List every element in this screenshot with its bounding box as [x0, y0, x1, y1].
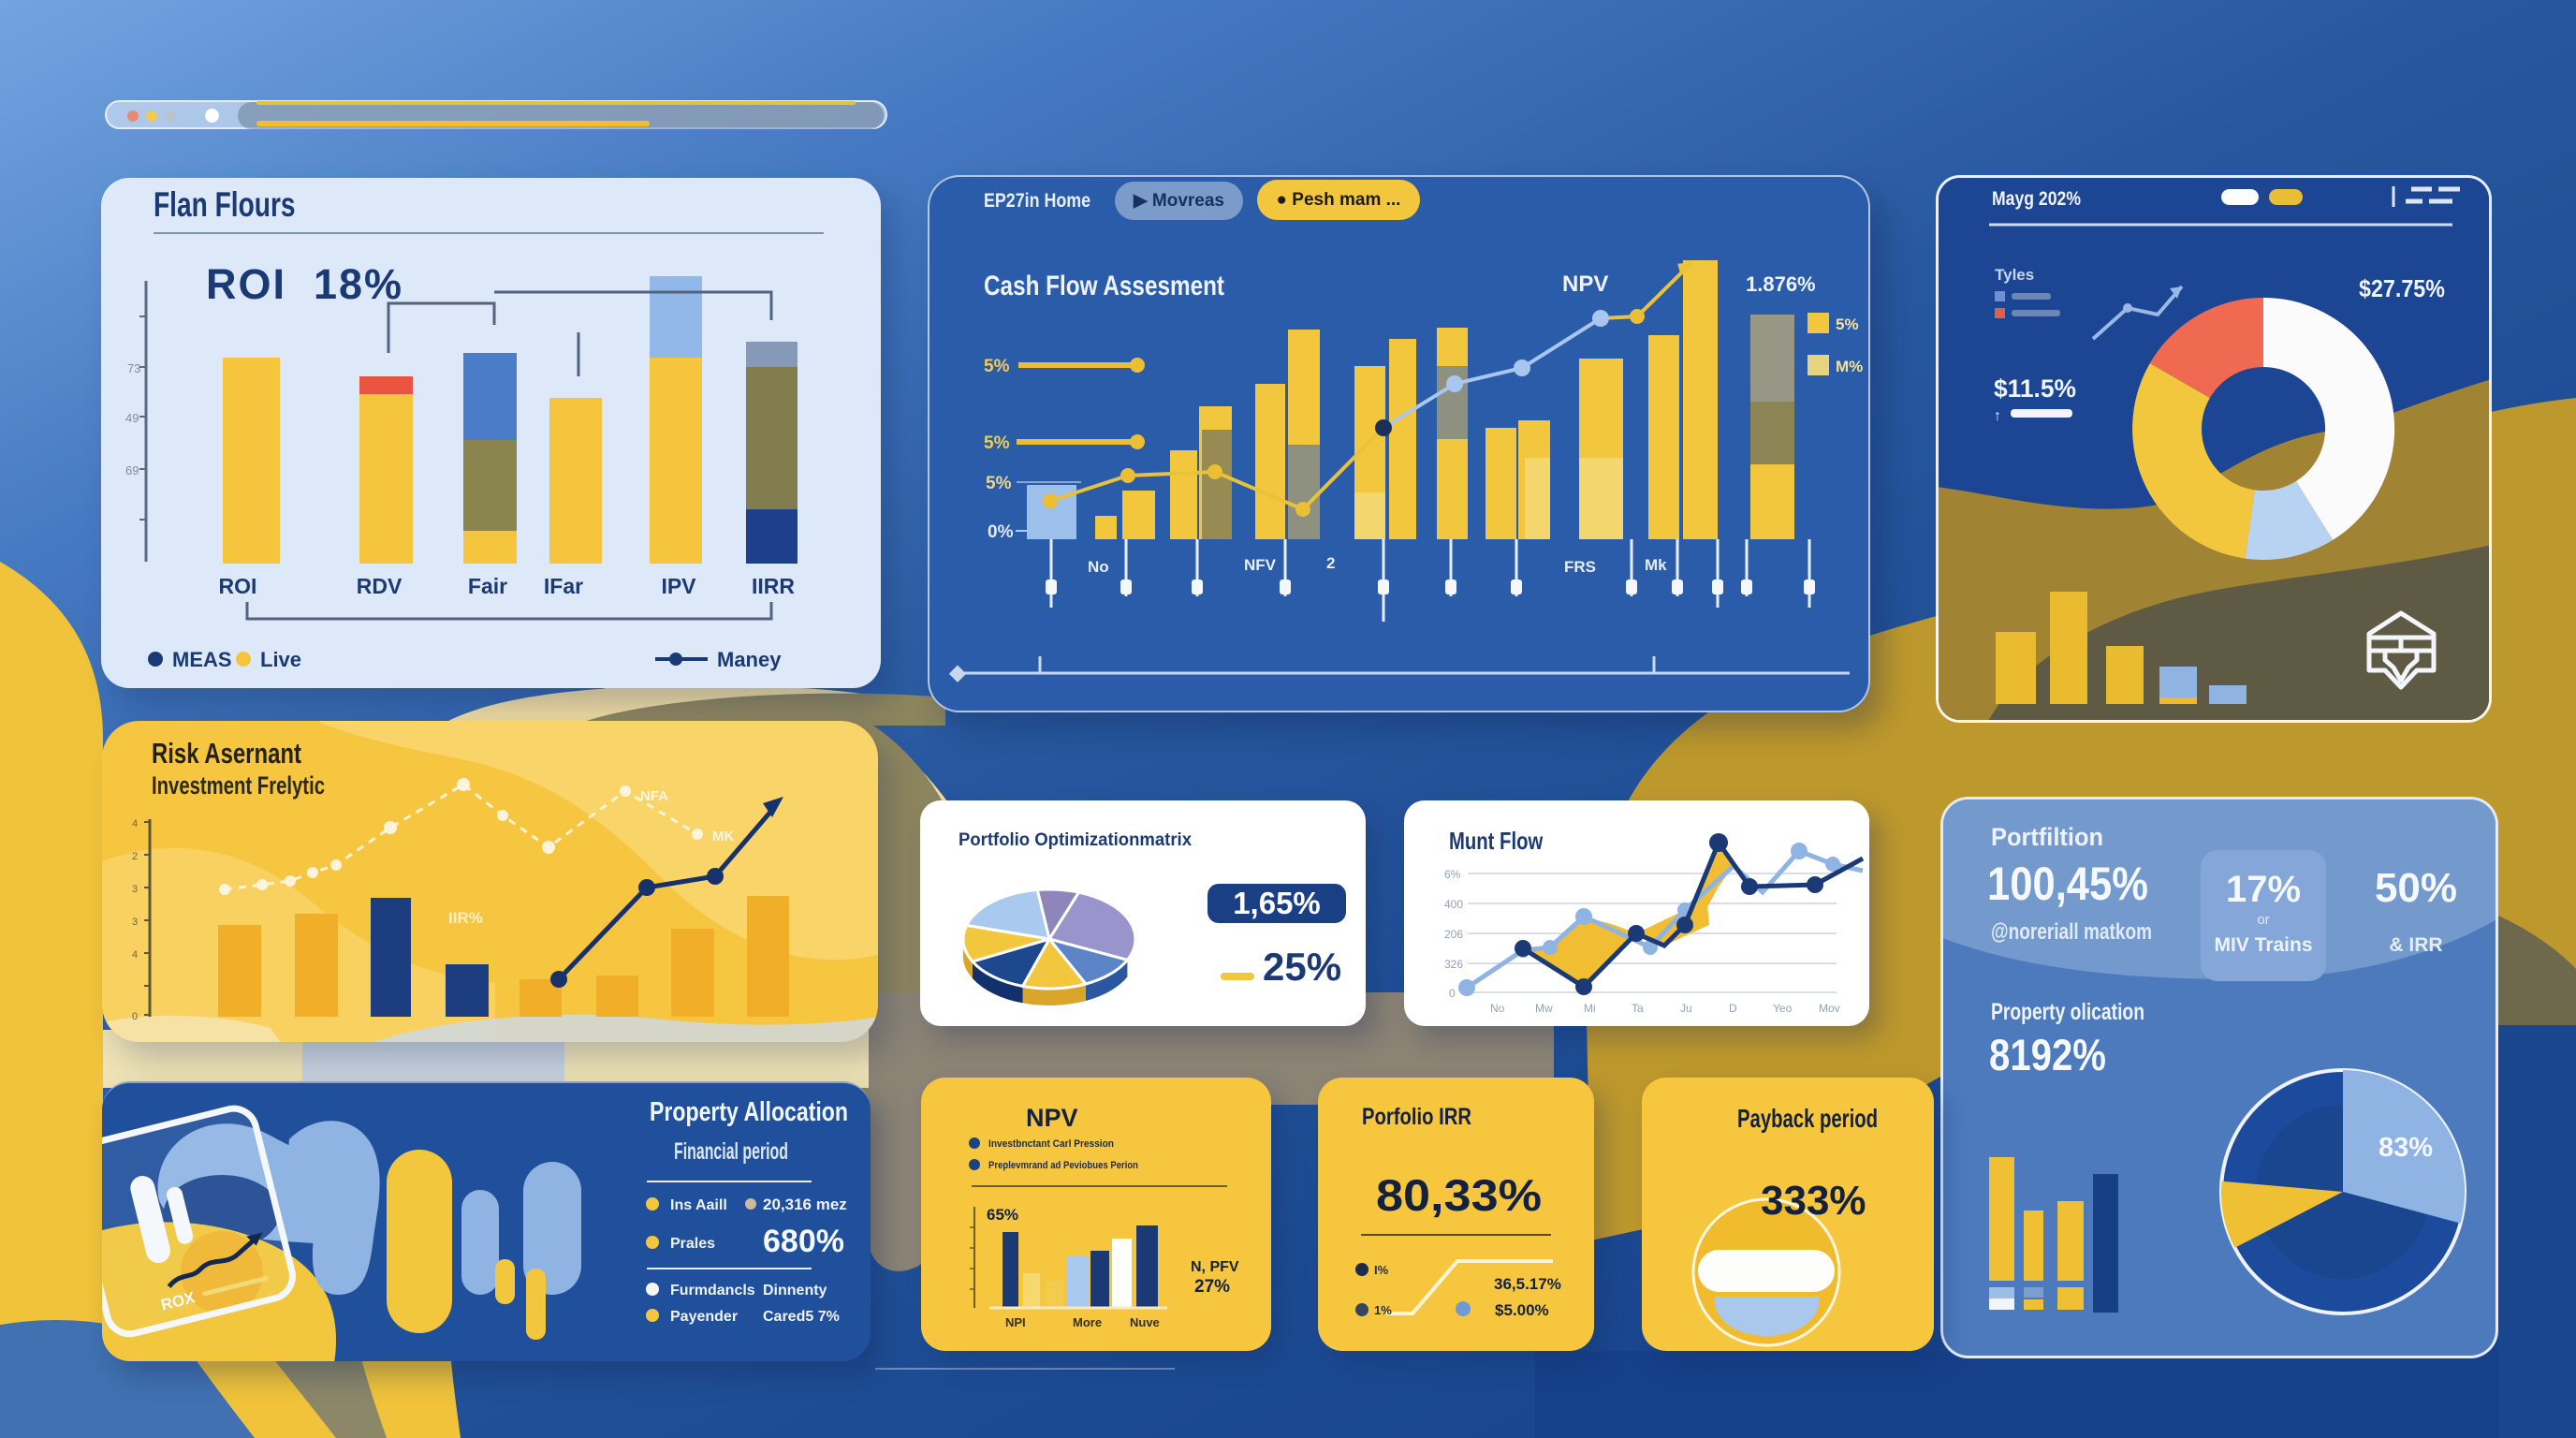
svg-text:Payender: Payender — [670, 1309, 738, 1325]
svg-text:& IRR: & IRR — [2389, 934, 2442, 956]
svg-text:Prales: Prales — [670, 1236, 715, 1252]
svg-text:69: 69 — [125, 463, 139, 477]
svg-text:25%: 25% — [1263, 945, 1341, 989]
svg-text:ROX: ROX — [159, 1288, 198, 1314]
svg-text:27%: 27% — [1194, 1277, 1230, 1297]
svg-text:Risk Asernant: Risk Asernant — [152, 737, 301, 770]
svg-text:400: 400 — [1444, 898, 1463, 911]
svg-text:83%: 83% — [2378, 1133, 2433, 1163]
svg-text:↑: ↑ — [1994, 408, 2001, 424]
svg-text:IIRR: IIRR — [752, 574, 795, 598]
svg-text:NPV: NPV — [1026, 1104, 1078, 1132]
svg-text:NFA: NFA — [640, 788, 668, 804]
svg-text:Ju: Ju — [1680, 1002, 1692, 1015]
svg-text:Investment Frelytic: Investment Frelytic — [152, 771, 325, 800]
svg-text:N, PFV: N, PFV — [1191, 1259, 1239, 1275]
svg-text:80,33%: 80,33% — [1376, 1170, 1542, 1220]
svg-text:MEAS: MEAS — [172, 648, 232, 671]
svg-text:2: 2 — [1326, 554, 1335, 572]
svg-text:Furmdancls: Furmdancls — [670, 1283, 755, 1299]
svg-text:4: 4 — [132, 818, 138, 829]
svg-text:Payback period: Payback period — [1737, 1104, 1878, 1133]
svg-text:1%: 1% — [1374, 1303, 1392, 1317]
svg-text:36,5.17%: 36,5.17% — [1494, 1275, 1561, 1293]
svg-text:5%: 5% — [986, 474, 1012, 493]
svg-text:6%: 6% — [1444, 868, 1461, 881]
svg-text:ROI: ROI — [219, 574, 257, 598]
svg-text:5%: 5% — [984, 433, 1010, 453]
svg-text:Cared5 7%: Cared5 7% — [763, 1309, 840, 1325]
svg-text:Preplevmrand ad Peviobues Peri: Preplevmrand ad Peviobues Perion — [988, 1160, 1138, 1171]
svg-text:49: 49 — [125, 411, 139, 425]
svg-text:0%: 0% — [988, 522, 1014, 542]
svg-text:680%: 680% — [763, 1224, 844, 1259]
svg-text:$11.5%: $11.5% — [1994, 374, 2076, 403]
svg-text:5%: 5% — [1836, 315, 1859, 333]
svg-text:Maney: Maney — [717, 648, 782, 671]
svg-text:IIR%: IIR% — [448, 909, 483, 927]
svg-text:20,316 mez: 20,316 mez — [763, 1196, 847, 1213]
svg-text:73: 73 — [127, 361, 140, 375]
svg-text:Yeo: Yeo — [1773, 1002, 1793, 1015]
svg-text:NFV: NFV — [1244, 556, 1277, 574]
svg-text:Property Allocation: Property Allocation — [650, 1097, 848, 1127]
svg-text:100,45%: 100,45% — [1987, 858, 2148, 910]
svg-text:Tyles: Tyles — [1995, 266, 2034, 284]
svg-text:Nuve: Nuve — [1130, 1315, 1160, 1329]
svg-text:Mi: Mi — [1584, 1002, 1596, 1015]
svg-text:8192%: 8192% — [1989, 1030, 2106, 1079]
svg-text:FRS: FRS — [1564, 558, 1596, 576]
svg-text:No: No — [1490, 1002, 1505, 1015]
svg-text:@noreriall matkom: @noreriall matkom — [1991, 919, 2152, 945]
svg-text:Portfiltion: Portfiltion — [1991, 823, 2103, 851]
svg-text:Live: Live — [260, 648, 301, 671]
svg-text:326: 326 — [1444, 958, 1463, 971]
svg-text:3: 3 — [132, 884, 138, 895]
svg-text:5%: 5% — [984, 357, 1010, 376]
svg-text:or: or — [2257, 912, 2269, 928]
svg-text:Property olication: Property olication — [1991, 999, 2144, 1025]
svg-text:0: 0 — [1449, 987, 1456, 1000]
svg-text:IFar: IFar — [544, 574, 583, 598]
svg-text:50%: 50% — [2375, 865, 2457, 911]
svg-text:MIV Trains: MIV Trains — [2214, 934, 2312, 956]
svg-text:1.876%: 1.876% — [1746, 272, 1816, 296]
svg-text:0: 0 — [132, 1011, 138, 1022]
svg-text:I%: I% — [1374, 1263, 1389, 1277]
svg-text:1,65%: 1,65% — [1233, 886, 1321, 920]
svg-text:NPV: NPV — [1562, 271, 1608, 297]
svg-text:3: 3 — [132, 917, 138, 928]
svg-text:$5.00%: $5.00% — [1495, 1301, 1549, 1319]
svg-text:Porfolio IRR: Porfolio IRR — [1362, 1104, 1471, 1130]
svg-text:IPV: IPV — [661, 574, 696, 598]
svg-text:Mk: Mk — [1645, 556, 1667, 574]
svg-text:Mayg 202%: Mayg 202% — [1992, 188, 2081, 210]
svg-text:RDV: RDV — [357, 574, 402, 598]
svg-text:Portfolio Optimizationmatrix: Portfolio Optimizationmatrix — [959, 830, 1192, 850]
svg-text:Financial period: Financial period — [674, 1138, 788, 1165]
svg-text:Investbnctant Carl Pression: Investbnctant Carl Pression — [988, 1138, 1114, 1150]
svg-text:Fair: Fair — [468, 574, 507, 598]
svg-text:Mov: Mov — [1819, 1002, 1840, 1015]
svg-text:No: No — [1088, 558, 1109, 576]
svg-text:$27.75%: $27.75% — [2359, 274, 2445, 302]
svg-text:More: More — [1073, 1315, 1102, 1329]
svg-text:D: D — [1729, 1002, 1737, 1015]
svg-text:17%: 17% — [2226, 869, 2301, 910]
svg-text:M%: M% — [1836, 358, 1863, 375]
svg-text:NPI: NPI — [1005, 1315, 1026, 1329]
svg-text:Mw: Mw — [1535, 1002, 1553, 1015]
svg-text:4: 4 — [132, 949, 138, 961]
svg-text:65%: 65% — [987, 1206, 1018, 1224]
svg-text:333%: 333% — [1761, 1178, 1866, 1224]
svg-text:2: 2 — [132, 851, 138, 862]
svg-text:Ta: Ta — [1632, 1002, 1644, 1015]
svg-text:Dinnenty: Dinnenty — [763, 1283, 827, 1299]
svg-text:206: 206 — [1444, 928, 1463, 941]
svg-text:MK: MK — [712, 829, 734, 844]
svg-text:Ins Aaill: Ins Aaill — [670, 1197, 727, 1213]
